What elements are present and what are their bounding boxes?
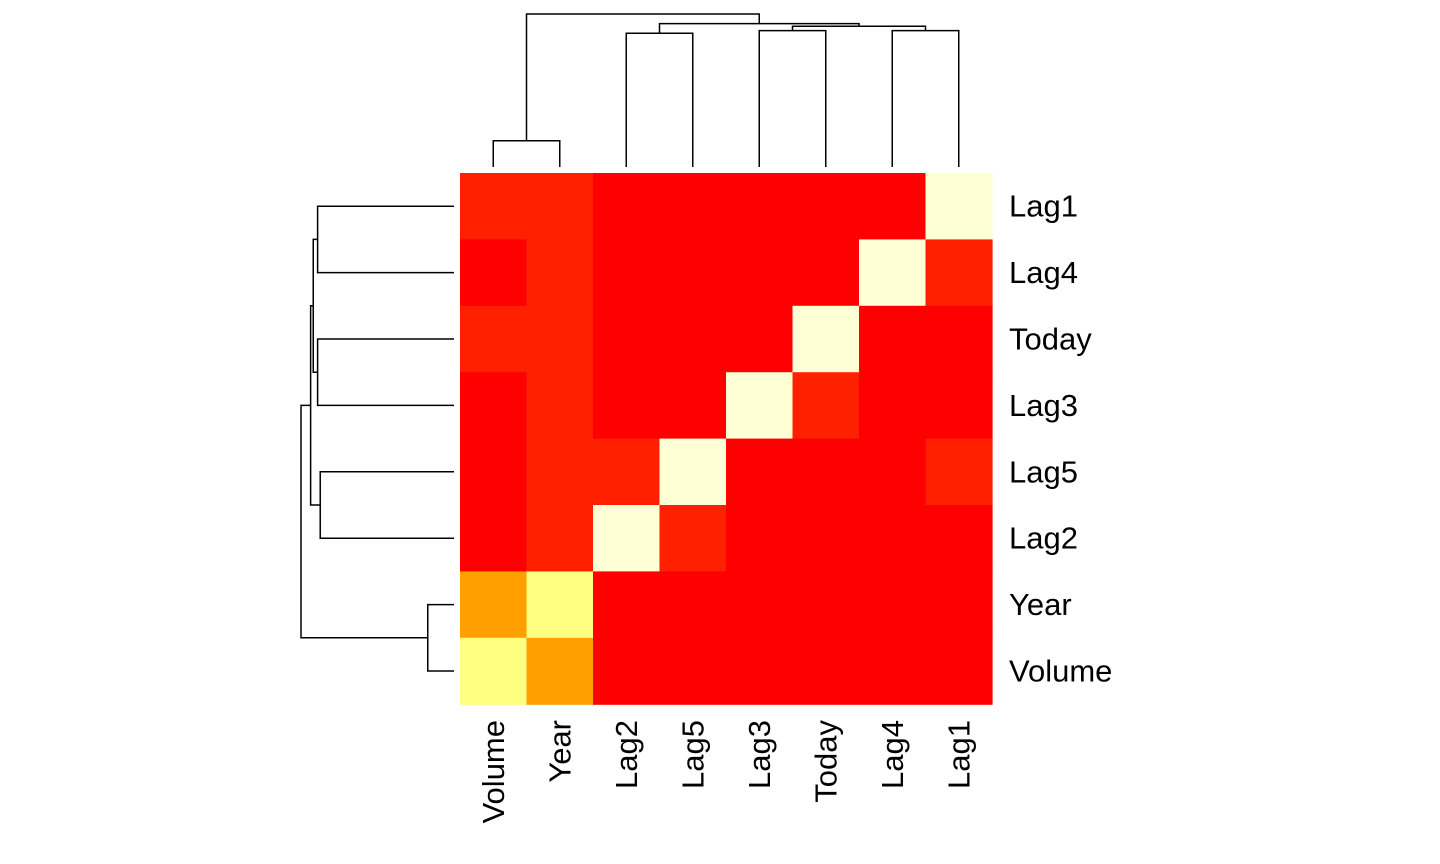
heatmap-cell <box>726 305 794 373</box>
heatmap-cell <box>925 637 993 705</box>
heatmap-cell <box>593 239 661 307</box>
heatmap-cell <box>593 438 661 506</box>
dendrogram-branch <box>625 32 694 167</box>
dendrogram-branch <box>319 471 454 539</box>
column-label: Lag1 <box>941 720 976 789</box>
heatmap-cell <box>659 239 727 307</box>
heatmap-cell <box>792 173 860 240</box>
heatmap-cell <box>593 637 661 705</box>
heatmap-cell <box>859 372 927 440</box>
heatmap-cell <box>925 571 993 639</box>
heatmap-cell <box>859 239 927 307</box>
heatmap-cell <box>659 571 727 639</box>
heatmap-cell <box>726 173 794 240</box>
heatmap-cell <box>726 571 794 639</box>
heatmap-cell <box>859 571 927 639</box>
heatmap-cell <box>792 571 860 639</box>
heatmap-cell <box>460 571 528 639</box>
dendrogram-branch <box>525 13 760 141</box>
column-label: Today <box>808 720 843 803</box>
column-dendrogram <box>492 13 960 167</box>
dendrogram-branch <box>300 404 428 639</box>
heatmap-cell <box>659 305 727 373</box>
heatmap-cell <box>792 505 860 572</box>
column-label: Volume <box>476 720 511 823</box>
heatmap-cell <box>593 571 661 639</box>
heatmap-cell <box>726 637 794 705</box>
heatmap-cell <box>659 173 727 240</box>
heatmap-cell <box>859 305 927 373</box>
heatmap-cell <box>859 505 927 572</box>
column-label: Lag3 <box>742 720 777 789</box>
heatmap-cell <box>925 372 993 440</box>
heatmap-cell <box>593 372 661 440</box>
heatmap-cell <box>925 305 993 373</box>
heatmap-cell <box>726 372 794 440</box>
dendrogram-branch <box>316 205 454 274</box>
dendrogram-branch <box>427 603 454 672</box>
row-label: Volume <box>1009 654 1112 689</box>
heatmap-cell <box>925 505 993 572</box>
heatmap-cell <box>460 438 528 506</box>
heatmap-cell <box>659 372 727 440</box>
heatmap-cell <box>925 239 993 307</box>
row-dendrogram <box>300 205 454 672</box>
heatmap-cell <box>925 438 993 506</box>
heatmap-cell <box>792 305 860 373</box>
row-label: Lag4 <box>1009 255 1078 290</box>
heatmap-cell <box>859 173 927 240</box>
heatmap-cell <box>526 438 594 506</box>
heatmap-cell <box>659 438 727 506</box>
row-label: Today <box>1009 322 1092 357</box>
heatmap-cell <box>460 173 528 240</box>
heatmap-cell <box>792 372 860 440</box>
row-label: Lag1 <box>1009 189 1078 224</box>
heatmap-cell <box>593 173 661 240</box>
heatmap-cell <box>460 305 528 373</box>
dendrogram-branch <box>891 29 960 167</box>
heatmap-cell <box>460 505 528 572</box>
heatmap-cell <box>859 637 927 705</box>
heatmap-cell <box>726 438 794 506</box>
heatmap-cell <box>726 505 794 572</box>
heatmap-cell <box>659 637 727 705</box>
row-label: Year <box>1009 587 1072 622</box>
heatmap-cell <box>526 637 594 705</box>
heatmap-cell <box>460 239 528 307</box>
heatmap-cell <box>460 637 528 705</box>
heatmap-cell <box>659 505 727 572</box>
row-label: Lag5 <box>1009 454 1078 489</box>
heatmap-cell <box>792 637 860 705</box>
heatmap-cell <box>526 173 594 240</box>
heatmap-cell <box>792 239 860 307</box>
heatmap-cell <box>925 173 993 240</box>
column-label: Lag2 <box>609 720 644 789</box>
column-labels: Volume Year Lag2 Lag5 Lag3 Today Lag4 Lag1 <box>476 720 977 824</box>
row-label: Lag2 <box>1009 521 1078 556</box>
heatmap-cell <box>593 505 661 572</box>
heatmap-cell <box>526 505 594 572</box>
row-label: Lag3 <box>1009 388 1078 423</box>
column-label: Lag4 <box>875 720 910 789</box>
heatmap-cells <box>460 173 993 705</box>
heatmap-cell <box>726 239 794 307</box>
heatmap-cell <box>526 372 594 440</box>
heatmap-cell <box>526 239 594 307</box>
heatmap-cell <box>792 438 860 506</box>
row-labels: Lag1 Lag4 Today Lag3 Lag5 Lag2 Year Volume <box>1009 189 1112 689</box>
heatmap-cell <box>460 372 528 440</box>
heatmap-cell <box>593 305 661 373</box>
heatmap-cell <box>859 438 927 506</box>
column-label: Lag5 <box>675 720 710 789</box>
dendrogram-branch <box>492 140 561 167</box>
heatmap-cell <box>526 571 594 639</box>
dendrogram-branch <box>316 338 454 407</box>
column-label: Year <box>542 720 577 783</box>
heatmap-cell <box>526 305 594 373</box>
dendrogram-branch <box>758 29 827 167</box>
